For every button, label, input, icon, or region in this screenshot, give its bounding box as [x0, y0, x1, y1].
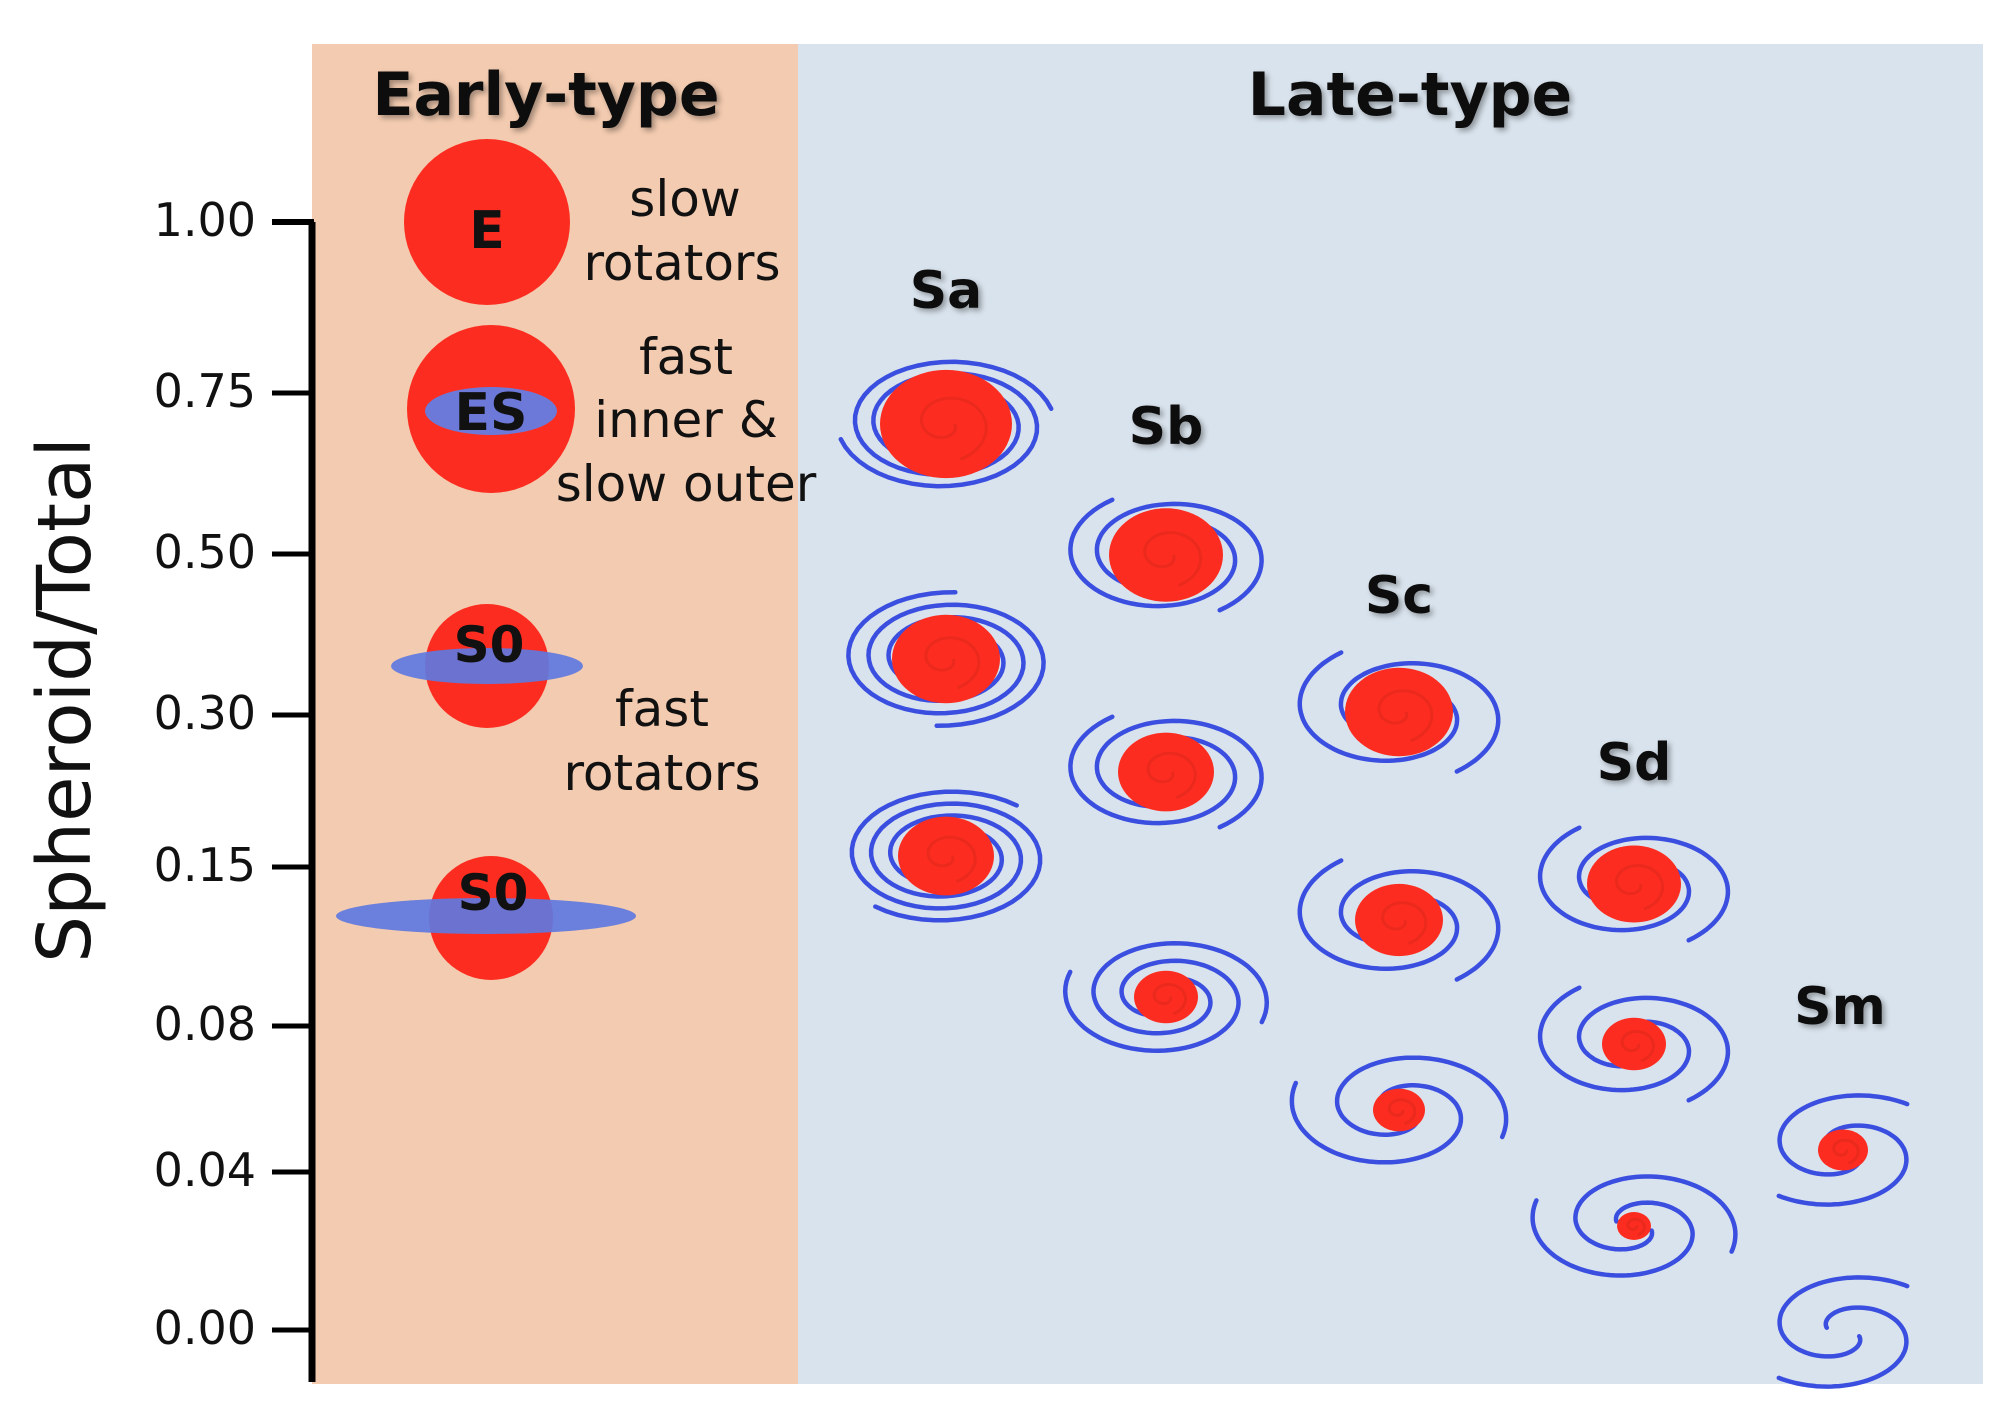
- y-tick-label: 0.15: [154, 838, 256, 892]
- spiral-galaxy-sb-3: [1062, 941, 1270, 1053]
- spheroid: [1587, 845, 1681, 923]
- spheroid: [898, 816, 994, 896]
- annotation-fast-inner-slow-outer: fast inner & slow outer: [556, 328, 817, 513]
- annotation-line: slow: [629, 170, 740, 228]
- galaxy-type-label: S0: [458, 864, 529, 922]
- spheroid: [1134, 970, 1198, 1024]
- annotation-slow-rotators: slow rotators: [583, 170, 780, 292]
- spiral-galaxy-sm-2: [1776, 1275, 1910, 1389]
- spiral-arm: [1530, 1198, 1695, 1278]
- spheroid-swirl: [1620, 1029, 1655, 1063]
- spiral-galaxy-sd-2: [1537, 985, 1731, 1103]
- spiral-galaxy-sc-3: [1289, 1055, 1509, 1165]
- spheroid: [880, 369, 1012, 479]
- spheroid-swirl: [1626, 1217, 1646, 1237]
- spheroid-swirl: [926, 835, 977, 883]
- spheroid: [1355, 883, 1443, 957]
- spiral-arm: [1573, 1174, 1738, 1254]
- galaxy-type-label-sd: Sd: [1597, 733, 1672, 793]
- late-type-title: Late-type: [1248, 60, 1572, 130]
- spheroid-swirl: [1152, 982, 1187, 1016]
- spiral-galaxy-sd-3: [1530, 1174, 1738, 1278]
- spheroid-swirl: [1381, 901, 1428, 945]
- spiral-galaxy-sc-2: [1297, 858, 1501, 982]
- spiral-galaxy-sa-3: [849, 789, 1043, 923]
- galaxy-type-label: E: [469, 201, 505, 261]
- spheroid: [1617, 1212, 1651, 1240]
- annotation-line: rotators: [583, 234, 780, 292]
- spheroid: [1109, 508, 1223, 602]
- spiral-galaxy-sa-1: [838, 359, 1054, 489]
- spheroid-swirl: [1832, 1138, 1860, 1165]
- spheroid: [892, 614, 1000, 704]
- spiral-galaxy-sc-1: [1297, 650, 1501, 774]
- y-axis-title: Spheroid/Total: [22, 437, 108, 963]
- y-tick-label: 0.08: [154, 997, 256, 1051]
- galaxy-s0-a: S0: [391, 604, 583, 728]
- y-tick-label: 0.75: [154, 364, 256, 418]
- y-tick-label: 0.04: [154, 1143, 256, 1197]
- disk: [336, 898, 636, 934]
- disk: [425, 387, 557, 435]
- galaxy-type-label: ES: [455, 383, 528, 443]
- spheroid-swirl: [924, 636, 981, 690]
- spheroid: [1602, 1017, 1666, 1071]
- galaxy-es: ES: [407, 325, 575, 493]
- galaxy-type-label: S0: [454, 616, 525, 674]
- annotation-line: rotators: [563, 744, 760, 802]
- y-tick-label: 0.30: [154, 686, 256, 740]
- galaxy-s0-b: S0: [336, 856, 636, 980]
- annotation-line: fast: [615, 680, 709, 738]
- spheroid-swirl: [1615, 864, 1665, 911]
- spiral-galaxy-sb-1: [1068, 497, 1264, 613]
- spiral-galaxy-sb-2: [1068, 714, 1264, 830]
- galaxy-type-label-sa: Sa: [910, 261, 983, 321]
- galaxy-type-label-sb: Sb: [1129, 397, 1204, 457]
- spiral-galaxy-sa-2: [846, 590, 1046, 728]
- spheroid-swirl: [1387, 1098, 1417, 1126]
- y-tick-label: 1.00: [154, 193, 256, 247]
- annotation-line: slow outer: [556, 455, 817, 513]
- galaxy-type-label-sc: Sc: [1365, 566, 1433, 626]
- y-tick-label: 0.50: [154, 525, 256, 579]
- spheroid: [1373, 1088, 1425, 1132]
- spheroid-swirl: [1377, 689, 1434, 743]
- spiral-galaxy-sd-1: [1537, 825, 1731, 943]
- annotation-line: fast: [639, 328, 733, 386]
- spheroid: [404, 139, 570, 305]
- annotation-line: inner &: [594, 391, 777, 449]
- spiral-galaxies: [838, 359, 1910, 1389]
- spheroid: [1818, 1129, 1868, 1171]
- y-axis: 1.00 0.75 0.50 0.30 0.15 0.08 0.04 0.00 …: [22, 193, 316, 1382]
- galaxy-e: E: [404, 139, 570, 305]
- annotation-fast-rotators: fast rotators: [563, 680, 760, 802]
- spheroid: [1118, 732, 1214, 812]
- spiral-arm: [1289, 1080, 1464, 1165]
- early-type-title: Early-type: [372, 60, 719, 130]
- spiral-arm: [1334, 1055, 1509, 1140]
- spiral-arm: [1776, 1305, 1909, 1389]
- spheroid-swirl: [1146, 751, 1197, 799]
- galaxy-type-label-sm: Sm: [1794, 977, 1886, 1037]
- spheroid: [1345, 667, 1453, 757]
- spiral-arm: [1777, 1275, 1910, 1359]
- disk: [391, 648, 583, 684]
- y-tick-label: 0.00: [154, 1301, 256, 1355]
- spiral-galaxy-sm-1: [1776, 1093, 1910, 1207]
- spheroid-swirl: [1143, 531, 1203, 587]
- spheroid-swirl: [919, 396, 988, 461]
